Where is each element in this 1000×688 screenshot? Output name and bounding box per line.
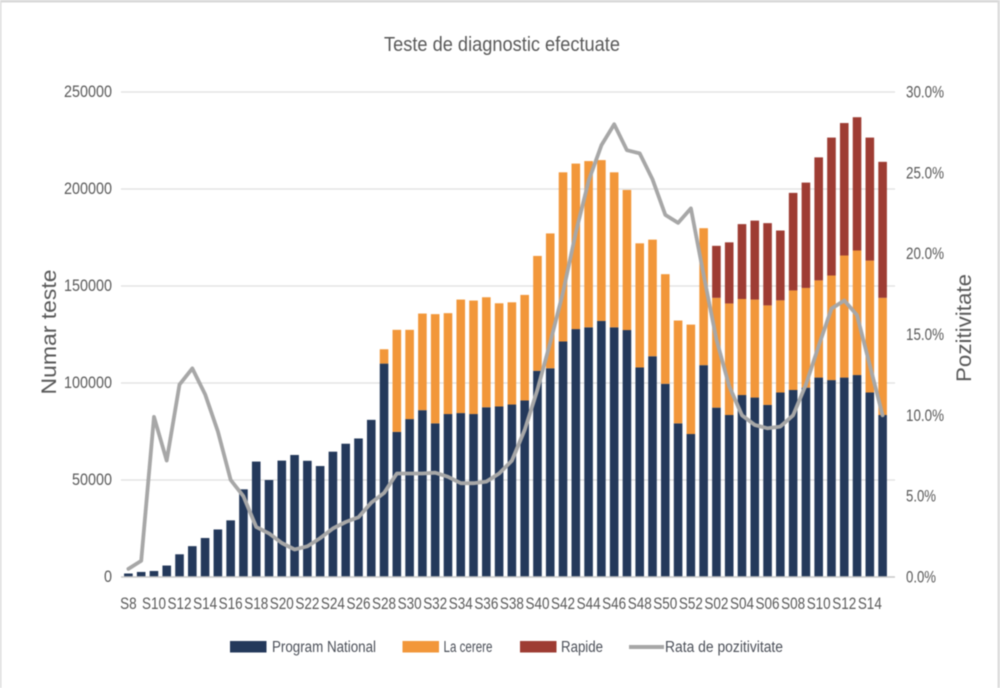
svg-text:S12: S12 (168, 595, 192, 613)
svg-text:S52: S52 (679, 595, 703, 613)
svg-text:S30: S30 (398, 595, 422, 613)
svg-text:S18: S18 (244, 595, 268, 613)
svg-text:S12: S12 (832, 595, 856, 613)
svg-text:25.0%: 25.0% (906, 164, 944, 182)
svg-text:S04: S04 (730, 595, 754, 613)
svg-text:S02: S02 (704, 595, 728, 613)
svg-text:5.0%: 5.0% (906, 488, 936, 506)
svg-text:50000: 50000 (72, 471, 112, 489)
svg-text:S28: S28 (372, 595, 396, 613)
svg-text:S34: S34 (449, 595, 473, 613)
svg-text:S46: S46 (602, 595, 626, 613)
svg-text:S36: S36 (474, 595, 498, 613)
svg-text:100000: 100000 (64, 374, 112, 392)
svg-text:150000: 150000 (64, 277, 112, 295)
svg-text:Numar teste: Numar teste (38, 270, 61, 395)
svg-text:S20: S20 (270, 595, 294, 613)
svg-text:Rapide: Rapide (561, 639, 603, 656)
svg-text:250000: 250000 (64, 83, 112, 101)
svg-text:Teste de diagnostic efectuate: Teste de diagnostic efectuate (384, 33, 620, 56)
svg-text:S44: S44 (577, 595, 601, 613)
svg-text:S48: S48 (628, 595, 652, 613)
svg-text:La cerere: La cerere (444, 639, 493, 656)
svg-text:30.0%: 30.0% (906, 84, 944, 102)
svg-text:S06: S06 (756, 595, 780, 613)
svg-text:0.0%: 0.0% (906, 569, 936, 587)
svg-text:0: 0 (104, 568, 112, 586)
svg-text:S32: S32 (423, 595, 447, 613)
svg-text:S14: S14 (858, 595, 882, 613)
svg-text:S16: S16 (219, 595, 243, 613)
svg-text:10.0%: 10.0% (906, 407, 944, 425)
svg-text:S08: S08 (781, 595, 805, 613)
svg-text:S24: S24 (321, 595, 345, 613)
svg-text:S38: S38 (500, 595, 524, 613)
svg-text:15.0%: 15.0% (906, 326, 944, 344)
svg-text:Rata de pozitivitate: Rata de pozitivitate (665, 639, 783, 656)
svg-text:200000: 200000 (64, 180, 112, 198)
svg-text:S8: S8 (120, 595, 137, 613)
svg-text:20.0%: 20.0% (906, 245, 944, 263)
svg-text:Program National: Program National (272, 639, 376, 656)
svg-text:Pozitivitate: Pozitivitate (953, 274, 976, 382)
svg-text:S14: S14 (193, 595, 217, 613)
svg-text:S10: S10 (142, 595, 166, 613)
svg-text:S10: S10 (807, 595, 831, 613)
svg-text:S22: S22 (295, 595, 319, 613)
svg-text:S26: S26 (346, 595, 370, 613)
svg-text:S40: S40 (525, 595, 549, 613)
svg-text:S42: S42 (551, 595, 575, 613)
svg-text:S50: S50 (653, 595, 677, 613)
